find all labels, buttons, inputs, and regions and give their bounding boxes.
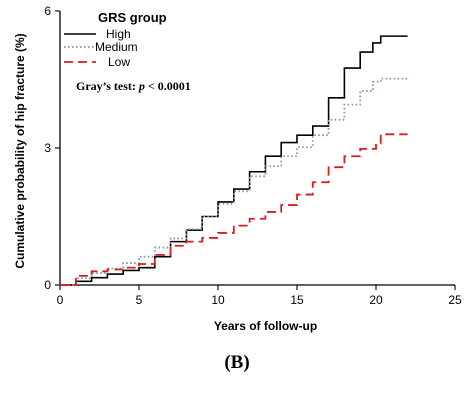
x-tick-label: 25 xyxy=(448,293,462,307)
series-layer xyxy=(60,35,408,286)
y-tick-label: 3 xyxy=(44,141,51,155)
chart-axes: 0 5 10 15 20 25 0 3 6 Years of follow-up Cumulativ… xyxy=(13,4,462,333)
x-tick-label: 15 xyxy=(290,293,304,307)
y-tick-label: 6 xyxy=(44,4,51,18)
x-tick-label: 10 xyxy=(211,293,225,307)
legend-label-high: High xyxy=(106,27,131,41)
series-medium-line xyxy=(60,77,408,286)
caption-strip xyxy=(0,396,474,403)
x-axis-title: Years of follow-up xyxy=(214,319,317,333)
series-low-line xyxy=(60,133,408,286)
y-axis-title: Cumulative probability of hip fracture (… xyxy=(13,33,27,268)
y-tick-label: 0 xyxy=(44,278,51,292)
panel-label: (B) xyxy=(224,352,250,373)
series-high-line xyxy=(60,35,408,286)
legend-label-medium: Medium xyxy=(95,40,138,54)
x-tick-label: 20 xyxy=(369,293,383,307)
legend-label-low: Low xyxy=(108,55,130,69)
x-tick-label: 5 xyxy=(136,293,143,307)
grays-test-annotation: Gray’s test: p < 0.0001 xyxy=(76,79,191,93)
legend-title: GRS group xyxy=(98,10,167,25)
hip-fracture-chart: 0 5 10 15 20 25 0 3 6 Years of follow-up Cumulativ… xyxy=(13,4,462,333)
x-tick-label: 0 xyxy=(57,293,64,307)
